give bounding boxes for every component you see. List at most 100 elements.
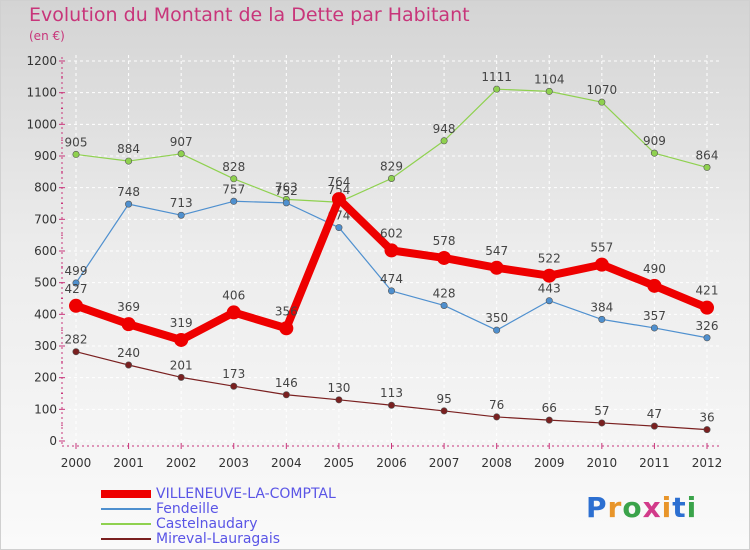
- data-label-fendeille: 752: [275, 184, 298, 198]
- x-tick-label: 2011: [639, 456, 670, 470]
- data-label-villeneuve-la-comptal: 369: [117, 300, 140, 314]
- legend-label: Castelnaudary: [156, 516, 258, 532]
- y-tick-label: 500: [34, 276, 57, 290]
- data-label-mireval-lauragais: 113: [380, 386, 403, 400]
- x-tick-label: 2007: [429, 456, 460, 470]
- data-point-castelnaudary: [545, 87, 553, 95]
- data-point-fendeille: [72, 279, 80, 287]
- legend-swatch: [101, 508, 151, 510]
- data-point-villeneuve-la-comptal: [279, 321, 294, 336]
- x-tick-label: 2004: [271, 456, 302, 470]
- data-point-villeneuve-la-comptal: [437, 250, 452, 265]
- y-tick-label: 600: [34, 244, 57, 258]
- x-tick-label: 2006: [376, 456, 407, 470]
- data-point-mireval-lauragais: [703, 426, 711, 434]
- data-label-villeneuve-la-comptal: 421: [696, 284, 719, 298]
- logo-letter: o: [622, 491, 643, 524]
- data-label-castelnaudary: 828: [222, 160, 245, 174]
- data-point-mireval-lauragais: [282, 391, 290, 399]
- data-label-villeneuve-la-comptal: 578: [433, 234, 456, 248]
- data-point-mireval-lauragais: [335, 396, 343, 404]
- data-label-fendeille: 350: [485, 311, 508, 325]
- data-label-castelnaudary: 909: [643, 134, 666, 148]
- data-label-villeneuve-la-comptal: 764: [327, 175, 350, 189]
- y-tick-label: 1200: [26, 54, 57, 68]
- data-point-villeneuve-la-comptal: [489, 260, 504, 275]
- data-label-villeneuve-la-comptal: 427: [65, 282, 88, 296]
- data-point-fendeille: [177, 211, 185, 219]
- y-tick-label: 1000: [26, 117, 57, 131]
- data-label-mireval-lauragais: 47: [647, 407, 662, 421]
- data-label-villeneuve-la-comptal: 356: [275, 304, 298, 318]
- data-point-villeneuve-la-comptal: [226, 305, 241, 320]
- data-label-castelnaudary: 1104: [534, 72, 565, 86]
- legend-swatch: [101, 523, 151, 525]
- data-label-villeneuve-la-comptal: 547: [485, 244, 508, 258]
- data-point-fendeille: [335, 224, 343, 232]
- data-point-fendeille: [387, 287, 395, 295]
- data-label-mireval-lauragais: 76: [489, 398, 504, 412]
- data-label-castelnaudary: 754: [327, 183, 350, 197]
- chart-title: Evolution du Montant de la Dette par Hab…: [29, 4, 470, 26]
- x-tick-label: 2008: [481, 456, 512, 470]
- data-label-castelnaudary: 905: [65, 135, 88, 149]
- y-tick-label: 300: [34, 339, 57, 353]
- data-label-mireval-lauragais: 36: [699, 411, 714, 425]
- data-label-fendeille: 499: [65, 264, 88, 278]
- data-label-villeneuve-la-comptal: 602: [380, 226, 403, 240]
- y-tick-label: 400: [34, 307, 57, 321]
- data-label-castelnaudary: 884: [117, 142, 140, 156]
- data-label-mireval-lauragais: 95: [436, 392, 451, 406]
- data-point-villeneuve-la-comptal: [69, 298, 83, 313]
- data-point-villeneuve-la-comptal: [700, 300, 714, 315]
- data-label-castelnaudary: 1070: [587, 83, 618, 97]
- data-label-fendeille: 748: [117, 185, 140, 199]
- data-point-fendeille: [440, 301, 448, 309]
- data-point-villeneuve-la-comptal: [121, 317, 136, 332]
- legend-swatch: [101, 538, 151, 540]
- data-point-fendeille: [493, 326, 501, 334]
- data-point-mireval-lauragais: [545, 416, 553, 424]
- data-label-fendeille: 443: [538, 282, 561, 296]
- data-point-mireval-lauragais: [72, 348, 80, 356]
- data-point-mireval-lauragais: [440, 407, 448, 415]
- data-point-castelnaudary: [598, 98, 606, 106]
- data-point-mireval-lauragais: [493, 413, 501, 421]
- data-point-castelnaudary: [493, 85, 501, 93]
- legend-label: Fendeille: [156, 501, 219, 517]
- data-label-villeneuve-la-comptal: 557: [590, 241, 613, 255]
- data-point-fendeille: [703, 334, 711, 342]
- x-tick-label: 2005: [324, 456, 355, 470]
- data-point-mireval-lauragais: [230, 382, 238, 390]
- data-point-castelnaudary: [387, 174, 395, 182]
- data-label-fendeille: 757: [222, 182, 245, 196]
- data-point-castelnaudary: [703, 163, 711, 171]
- data-point-castelnaudary: [72, 150, 80, 158]
- data-label-mireval-lauragais: 201: [170, 358, 193, 372]
- data-label-fendeille: 713: [170, 196, 193, 210]
- data-point-castelnaudary: [230, 175, 238, 183]
- data-point-mireval-lauragais: [387, 401, 395, 409]
- data-label-fendeille: 428: [433, 286, 456, 300]
- data-point-fendeille: [598, 315, 606, 323]
- legend-label: Mireval-Lauragais: [156, 531, 281, 547]
- data-point-castelnaudary: [440, 137, 448, 145]
- data-label-castelnaudary: 829: [380, 159, 403, 173]
- data-point-fendeille: [545, 297, 553, 305]
- y-tick-label: 1100: [26, 86, 57, 100]
- y-tick-label: 200: [34, 371, 57, 385]
- data-label-mireval-lauragais: 130: [327, 381, 350, 395]
- data-point-fendeille: [125, 200, 133, 208]
- data-point-mireval-lauragais: [598, 419, 606, 427]
- data-point-mireval-lauragais: [177, 373, 185, 381]
- x-tick-label: 2012: [692, 456, 723, 470]
- data-label-castelnaudary: 864: [696, 148, 719, 162]
- logo-letter: x: [642, 491, 662, 524]
- data-label-mireval-lauragais: 282: [65, 333, 88, 347]
- data-label-villeneuve-la-comptal: 319: [170, 316, 193, 330]
- x-tick-label: 2001: [113, 456, 144, 470]
- data-label-fendeille: 326: [696, 319, 719, 333]
- legend-label: VILLENEUVE-LA-COMPTAL: [156, 486, 336, 502]
